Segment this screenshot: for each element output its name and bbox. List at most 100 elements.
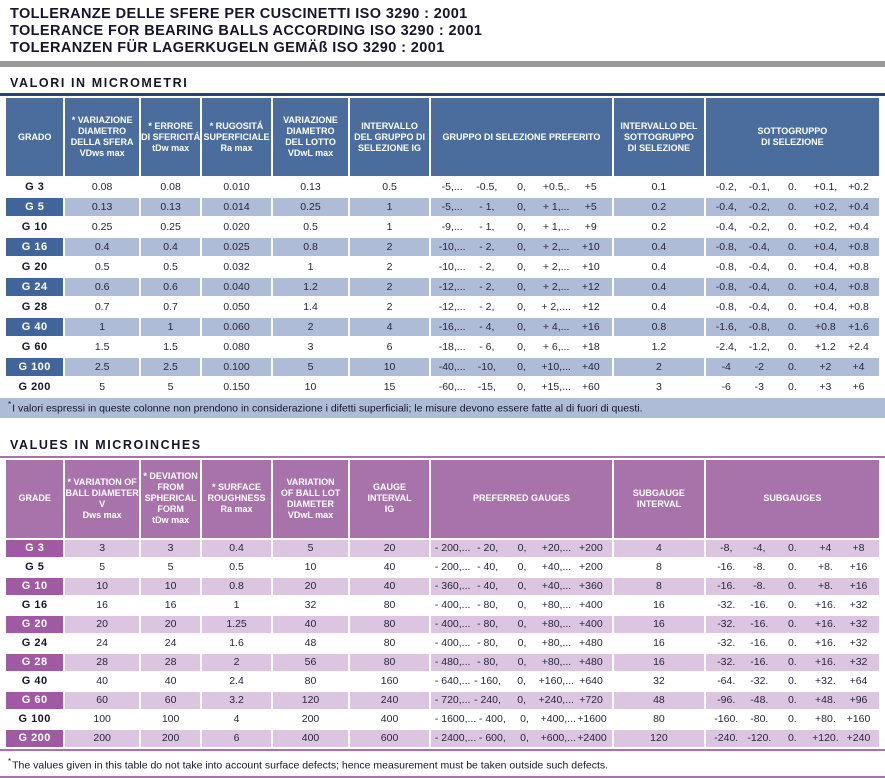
gauge-value: - 20, — [477, 542, 499, 554]
value-cell: 5 — [272, 358, 349, 376]
value-cell: 3 — [140, 539, 201, 557]
value-cell: 0.4 — [202, 539, 271, 557]
gauge-value: - 480,... — [434, 656, 471, 668]
subgauge-value: +240 — [846, 732, 871, 744]
gauge-value: - 400, — [478, 713, 506, 725]
subgauge-value: +32 — [849, 618, 868, 630]
subgauge-value: +16. — [815, 618, 836, 630]
subgauge-value: +0.4, — [813, 301, 838, 313]
gauge-value: - 80, — [477, 618, 499, 630]
gauge-value: - 2, — [479, 241, 495, 253]
gauge-value: - 600, — [478, 732, 506, 744]
subgauge-interval-cell: 80 — [653, 713, 665, 725]
subgauge-value: 0. — [787, 694, 797, 706]
preferred-gauges-cell: -5,... -0.5, 0, +0.5,. +5 — [431, 178, 612, 196]
gauge-value: - 720,... — [434, 694, 471, 706]
gauge-value: - 400,... — [434, 637, 471, 649]
subgauge-group: -16. -8. 0. +8. +16 — [706, 580, 879, 592]
subgauge-value: +8 — [852, 542, 865, 554]
gauge-value: 0, — [517, 561, 527, 573]
column-header: * RUGOSITÁ SUPERFICIALE Ra max — [202, 98, 271, 176]
subgauge-group: -32. -16. 0. +16. +32 — [706, 599, 879, 611]
title-italian: TOLLERANZE DELLE SFERE PER CUSCINETTI IS… — [10, 6, 468, 22]
table-row: G 60 1.5 1.5 0.080 3 6 -18,... - 6, 0, + 6,... +18… — [6, 338, 879, 356]
column-header: INTERVALLO DEL GRUPPO DI SELEZIONE IG — [350, 98, 429, 176]
gauge-value: 0, — [517, 201, 526, 213]
value-cell: 1.4 — [303, 301, 318, 313]
grade-cell: G 28 — [21, 301, 48, 313]
value-cell: 1.6 — [229, 637, 244, 649]
subgauge-value: 0. — [787, 341, 797, 353]
subgauge-value: 0. — [787, 221, 797, 233]
subgauge-interval-cell: 16 — [614, 615, 704, 633]
gauge-value: 0, — [517, 321, 526, 333]
subgauges-cell: -0.8, -0.4, 0. +0.4, +0.8 — [706, 298, 879, 316]
column-header: GRUPPO DI SELEZIONE PREFERITO — [430, 98, 613, 176]
grade-cell: G 60 — [21, 341, 48, 353]
value-cell: 10 — [304, 381, 317, 393]
subgauge-value: -0.1, — [748, 181, 770, 193]
subgauge-value: +80. — [815, 713, 836, 725]
micrometers-table: GRADO * VARIAZIONE DIAMETRO DELLA SFERA V… — [4, 96, 881, 398]
gauge-group: - 1600,... - 400, 0, +400,... +1600 — [431, 713, 612, 725]
column-header: INTERVALLO DEL SOTTOGRUPPO DI SELEZIONE — [614, 98, 704, 176]
subgauge-value: +32. — [815, 675, 836, 687]
subgauge-value: 0. — [787, 599, 797, 611]
subgauge-value: -0.2, — [748, 201, 770, 213]
gauge-value: +80,... — [541, 656, 572, 668]
gauge-value: 0, — [517, 675, 526, 687]
subgauge-value: 0. — [787, 656, 797, 668]
gauge-value: +600,... — [540, 732, 576, 744]
gauge-value: 0, — [517, 618, 527, 630]
value-cell: 0.080 — [223, 341, 250, 353]
subgauge-interval-cell: 16 — [653, 599, 665, 611]
subgauge-interval-cell: 16 — [653, 637, 665, 649]
gauge-value: - 1, — [479, 221, 495, 233]
gauge-group: -10,... - 2, 0, + 2,... +10 — [431, 241, 612, 253]
value-cell: 0.040 — [202, 278, 271, 296]
value-cell: 20 — [140, 615, 201, 633]
value-cell: 5 — [167, 381, 174, 393]
gauge-value: -12,... — [438, 281, 466, 293]
grade-cell: G 60 — [6, 691, 64, 709]
value-cell: 600 — [350, 729, 429, 747]
subgauge-value: -4 — [721, 361, 731, 373]
table-row: G 3 0.08 0.08 0.010 0.13 0.5 -5,... -0.5, 0, +0.5… — [6, 178, 879, 196]
subgauge-value: -8, — [720, 542, 733, 554]
gauge-group: - 400,... - 80, 0, +80,... +400 — [431, 618, 612, 630]
subgauge-value: +120. — [812, 732, 839, 744]
subgauge-value: 0. — [787, 361, 797, 373]
column-header: GRADO — [6, 98, 64, 176]
gauge-value: - 640,... — [434, 675, 471, 687]
column-header: SUBGAUGE INTERVAL — [614, 459, 704, 538]
gauge-value: +400,... — [540, 713, 576, 725]
value-cell: 0.100 — [202, 358, 271, 376]
value-cell: 1 — [65, 318, 139, 336]
gauge-value: +9 — [584, 221, 597, 233]
table-row: G 24 24 24 1.6 48 80 - 400,... - 80, 0, +80,... +4… — [6, 635, 879, 652]
value-cell: 40 — [383, 561, 396, 573]
subgauge-interval-cell: 1.2 — [651, 341, 667, 353]
subgauge-group: -32. -16. 0. +16. +32 — [706, 656, 879, 668]
gauge-value: -12,... — [438, 301, 466, 313]
value-cell: 0.25 — [272, 198, 349, 216]
subgauge-value: +0.4 — [848, 221, 869, 233]
value-cell: 0.025 — [202, 238, 271, 256]
gauge-value: 0, — [517, 381, 526, 393]
value-cell: 0.010 — [223, 181, 250, 193]
subgauges-cell: -240. -120. 0. +120. +240 — [705, 729, 879, 747]
gauge-group: - 2400,... - 600, 0, +600,... +2400 — [431, 732, 612, 744]
gauge-value: +5 — [584, 181, 597, 193]
subgauge-interval-cell: 3 — [655, 381, 662, 393]
subgauge-interval-cell: 8 — [655, 561, 662, 573]
value-cell: 3 — [307, 341, 314, 353]
grade-cell: G 5 — [6, 198, 64, 216]
value-cell: 80 — [383, 637, 396, 649]
subgauge-group: -16. -8. 0. +8. +16 — [706, 561, 879, 573]
subgauge-value: 0. — [787, 241, 797, 253]
subgauge-value: +16 — [849, 561, 868, 573]
subgauges-cell: -0.8, -0.4, 0. +0.4, +0.8 — [706, 258, 879, 276]
value-cell: 2.4 — [229, 675, 244, 687]
gauge-value: +80,... — [541, 599, 572, 611]
value-cell: 32 — [304, 599, 317, 611]
